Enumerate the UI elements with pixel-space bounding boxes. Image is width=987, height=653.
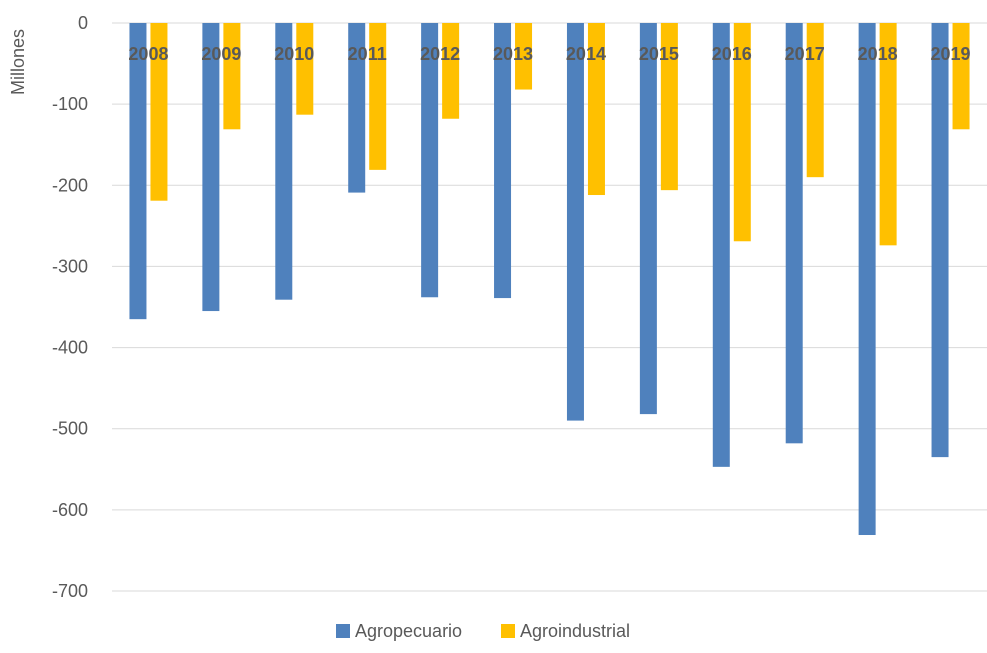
legend-swatch-agroindustrial <box>501 624 515 638</box>
y-tick-label: -500 <box>52 419 88 439</box>
bar-agropecuario-2019 <box>931 23 949 458</box>
bar-agropecuario-2008 <box>129 23 147 320</box>
y-tick-label: -400 <box>52 338 88 358</box>
category-label: 2016 <box>712 44 752 64</box>
category-label: 2009 <box>201 44 241 64</box>
bar-agroindustrial-2015 <box>660 23 678 191</box>
category-labels: 2008 2009 2010 2011 2012 2013 2014 2015 2016 2017… <box>128 44 970 64</box>
bar-agroindustrial-2019 <box>952 23 970 130</box>
legend: Agropecuario Agroindustrial <box>336 621 630 641</box>
legend-label-agroindustrial: Agroindustrial <box>520 621 630 641</box>
bar-agroindustrial-2014 <box>587 23 605 196</box>
y-tick-label: -300 <box>52 256 88 276</box>
gridlines <box>112 22 987 592</box>
bar-agropecuario-2013 <box>494 23 512 299</box>
bar-agropecuario-2015 <box>639 23 657 415</box>
y-tick-label: -100 <box>52 94 88 114</box>
bar-agropecuario-2009 <box>202 23 220 312</box>
bars <box>129 23 970 536</box>
legend-label-agropecuario: Agropecuario <box>355 621 462 641</box>
legend-swatch-agropecuario <box>336 624 350 638</box>
bar-agroindustrial-2011 <box>369 23 387 170</box>
bar-agroindustrial-2008 <box>150 23 168 201</box>
category-label: 2018 <box>858 44 898 64</box>
category-label: 2019 <box>931 44 971 64</box>
category-label: 2013 <box>493 44 533 64</box>
bar-agropecuario-2014 <box>566 23 584 421</box>
bar-agropecuario-2018 <box>858 23 876 536</box>
category-label: 2014 <box>566 44 606 64</box>
y-tick-label: -600 <box>52 500 88 520</box>
bar-agroindustrial-2018 <box>879 23 897 246</box>
y-tick-label: -200 <box>52 175 88 195</box>
category-label: 2011 <box>348 44 387 64</box>
bar-agropecuario-2016 <box>712 23 730 467</box>
bar-agropecuario-2010 <box>275 23 293 300</box>
bar-agroindustrial-2012 <box>442 23 460 119</box>
bar-agroindustrial-2016 <box>733 23 751 242</box>
category-label: 2012 <box>420 44 460 64</box>
category-label: 2008 <box>128 44 168 64</box>
bar-agroindustrial-2017 <box>806 23 824 178</box>
bar-agroindustrial-2010 <box>296 23 314 115</box>
bar-agroindustrial-2013 <box>515 23 533 90</box>
bar-agroindustrial-2009 <box>223 23 241 130</box>
bar-agropecuario-2017 <box>785 23 803 444</box>
y-axis-title: Millones <box>8 29 28 95</box>
y-tick-label: -700 <box>52 581 88 601</box>
y-tick-label: 0 <box>78 13 88 33</box>
y-axis-ticks: 0 -100 -200 -300 -400 -500 -600 -700 <box>52 13 88 601</box>
category-label: 2015 <box>639 44 679 64</box>
category-label: 2017 <box>785 44 825 64</box>
bar-agropecuario-2011 <box>348 23 366 193</box>
category-label: 2010 <box>274 44 314 64</box>
bar-agropecuario-2012 <box>421 23 439 298</box>
